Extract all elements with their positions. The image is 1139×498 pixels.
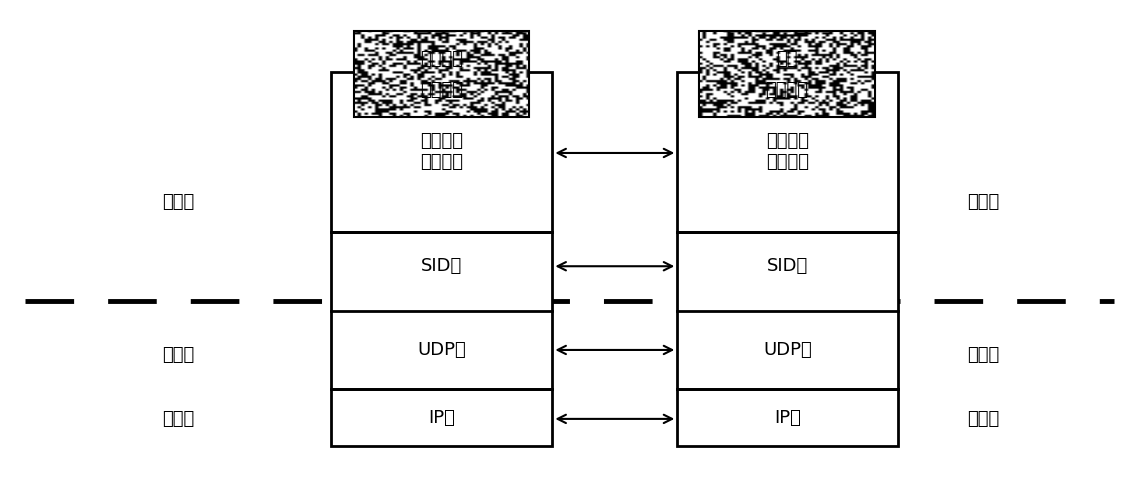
Text: 本地: 本地 <box>777 50 798 68</box>
Text: UDP包: UDP包 <box>418 341 466 359</box>
Text: SID包: SID包 <box>421 257 462 275</box>
Text: 数据网关: 数据网关 <box>765 81 809 99</box>
Text: SID包: SID包 <box>767 257 809 275</box>
Text: UDP包: UDP包 <box>763 341 812 359</box>
Bar <box>699 31 875 117</box>
Text: 传输层: 传输层 <box>967 346 999 364</box>
Text: IP包: IP包 <box>775 409 801 427</box>
Bar <box>353 31 530 117</box>
Text: 链路层: 链路层 <box>967 410 999 428</box>
Text: 应用层: 应用层 <box>163 193 195 211</box>
Bar <box>331 72 552 446</box>
Text: 中心系统: 中心系统 <box>420 50 462 68</box>
Text: 数据网关: 数据网关 <box>420 81 462 99</box>
Text: 交通系统
应用数据: 交通系统 应用数据 <box>767 132 809 171</box>
Text: 链路层: 链路层 <box>163 410 195 428</box>
Text: 交通系统
应用数据: 交通系统 应用数据 <box>420 132 464 171</box>
Text: 传输层: 传输层 <box>163 346 195 364</box>
Text: 应用层: 应用层 <box>967 193 999 211</box>
Text: IP包: IP包 <box>428 409 456 427</box>
Bar <box>678 72 899 446</box>
